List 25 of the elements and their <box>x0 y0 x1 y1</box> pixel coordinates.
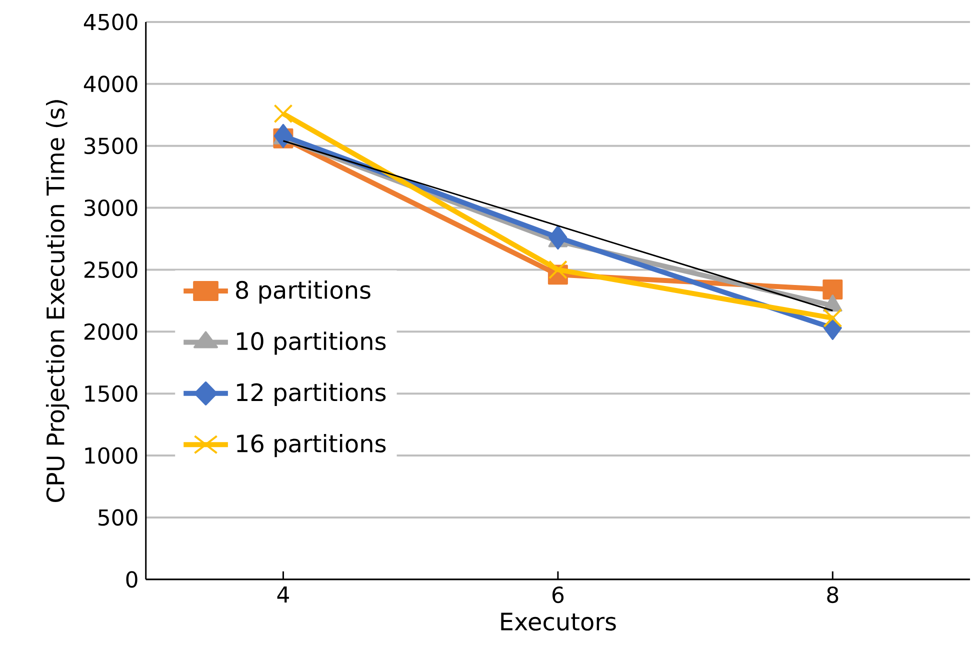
y-tick-label: 2000 <box>84 323 138 340</box>
y-tick-label: 3000 <box>84 199 138 216</box>
legend-label: 8 partitions <box>236 280 370 304</box>
y-tick-label: 4000 <box>84 75 138 92</box>
point <box>274 104 293 123</box>
point <box>548 225 568 250</box>
point <box>823 308 842 328</box>
legend-label: 16 partitions <box>237 434 386 458</box>
y-tick-label: 3500 <box>84 137 138 154</box>
x-tick-label: 6 <box>552 586 564 603</box>
point <box>274 124 292 148</box>
y-tick-label: 1000 <box>85 447 138 464</box>
point <box>822 279 843 300</box>
x-tick-label: 8 <box>827 586 838 603</box>
y-tick-label: 4500 <box>84 14 138 30</box>
y-tick-label: 500 <box>98 509 138 526</box>
x-axis-title: Executors <box>501 612 616 630</box>
y-tick-label: 0 <box>126 570 138 588</box>
legend-label: 10 partitions <box>237 331 386 355</box>
y-axis-title: CPU Projection Execution Time (s) <box>46 100 70 502</box>
legend-label: 12 partitions <box>237 382 386 406</box>
x-tick-label: 4 <box>277 586 289 602</box>
y-tick-label: 2500 <box>84 261 138 278</box>
y-tick-label: 1500 <box>85 385 138 402</box>
point <box>548 260 568 280</box>
